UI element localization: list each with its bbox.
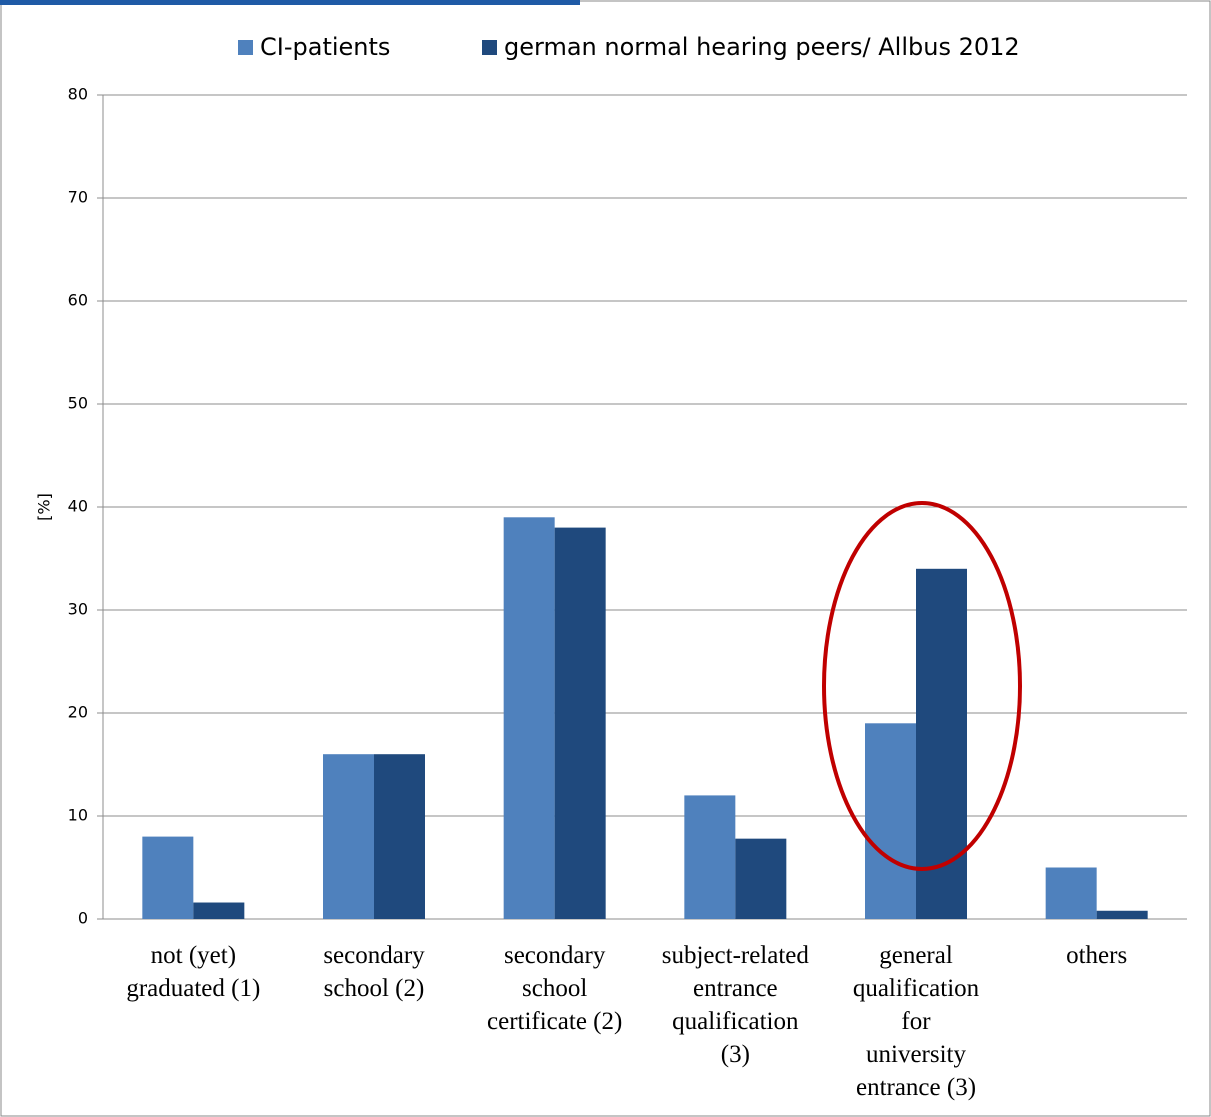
bar — [142, 836, 194, 919]
bar — [554, 527, 606, 919]
plot-area: 0 10 20 30 40 50 60 70 80 not (yet) graduated (1) s… — [68, 33, 1187, 1101]
legend-swatch — [482, 40, 497, 55]
y-tick-label: 80 — [68, 85, 88, 104]
bar — [916, 568, 967, 919]
bar — [735, 838, 787, 919]
bar — [323, 754, 374, 919]
legend-label: CI-patients — [260, 33, 390, 61]
bar — [1045, 867, 1097, 919]
y-tick-label: 70 — [68, 188, 88, 207]
y-tick-label: 10 — [68, 806, 88, 825]
y-tick-label: 20 — [68, 703, 88, 722]
x-tick-label: secondary school certificate (2) — [487, 942, 622, 1035]
y-axis-label: [%] — [35, 493, 54, 521]
legend-swatch — [238, 40, 253, 55]
bar — [865, 723, 916, 919]
bar — [503, 517, 555, 919]
bar — [684, 795, 736, 919]
x-tick-label: others — [1066, 942, 1127, 969]
legend-label: german normal hearing peers/ Allbus 2012 — [504, 33, 1020, 61]
x-tick-label: not (yet) graduated (1) — [126, 942, 260, 1002]
x-tick-label: secondary school (2) — [323, 942, 425, 1002]
bar — [374, 754, 425, 919]
x-tick-label: subject-related entrance qualification (3) — [662, 942, 810, 1068]
x-tick-label: general qualification for university entranc… — [853, 942, 980, 1101]
bar — [193, 902, 245, 919]
y-tick-label: 60 — [68, 291, 88, 310]
top-stripe — [0, 0, 580, 5]
bar — [1096, 910, 1148, 919]
y-tick-label: 30 — [68, 600, 88, 619]
y-tick-label: 50 — [68, 394, 88, 413]
highlight-ellipse — [822, 501, 1022, 871]
y-tick-label: 40 — [68, 497, 88, 516]
y-tick-label: 0 — [78, 909, 88, 928]
